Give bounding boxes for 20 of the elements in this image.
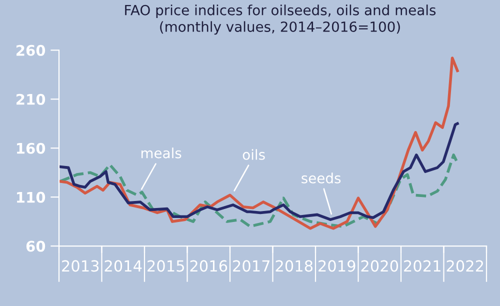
y-tick-label: 210 — [16, 94, 46, 105]
annotation: oils — [242, 149, 265, 160]
y-tick-label: 260 — [16, 44, 46, 56]
x-tick-label: 2021 — [404, 260, 440, 272]
annotation: meals — [141, 148, 182, 158]
x-tick-label: 2019 — [318, 260, 356, 272]
line-series — [59, 122, 459, 221]
y-tick-label: 110 — [17, 192, 46, 203]
x-tick-label: 2020 — [361, 260, 398, 272]
x-tick-label: 2013 — [62, 260, 99, 272]
y-tick-label: 160 — [17, 142, 46, 154]
x-tick-label: 2016 — [190, 260, 228, 272]
chart-title: FAO price indices for oilseeds, oils and meals (monthly values, 2014–2016=100) — [125, 4, 436, 35]
y-tick-label: 60 — [26, 240, 46, 252]
x-tick-label: 2022 — [446, 260, 484, 272]
x-tick-label: 2015 — [148, 260, 184, 272]
annotation: seeds — [302, 172, 341, 184]
x-tick-label: 2018 — [276, 260, 313, 272]
x-tick-label: 2014 — [104, 260, 142, 272]
x-tick-label: 2017 — [233, 260, 270, 272]
